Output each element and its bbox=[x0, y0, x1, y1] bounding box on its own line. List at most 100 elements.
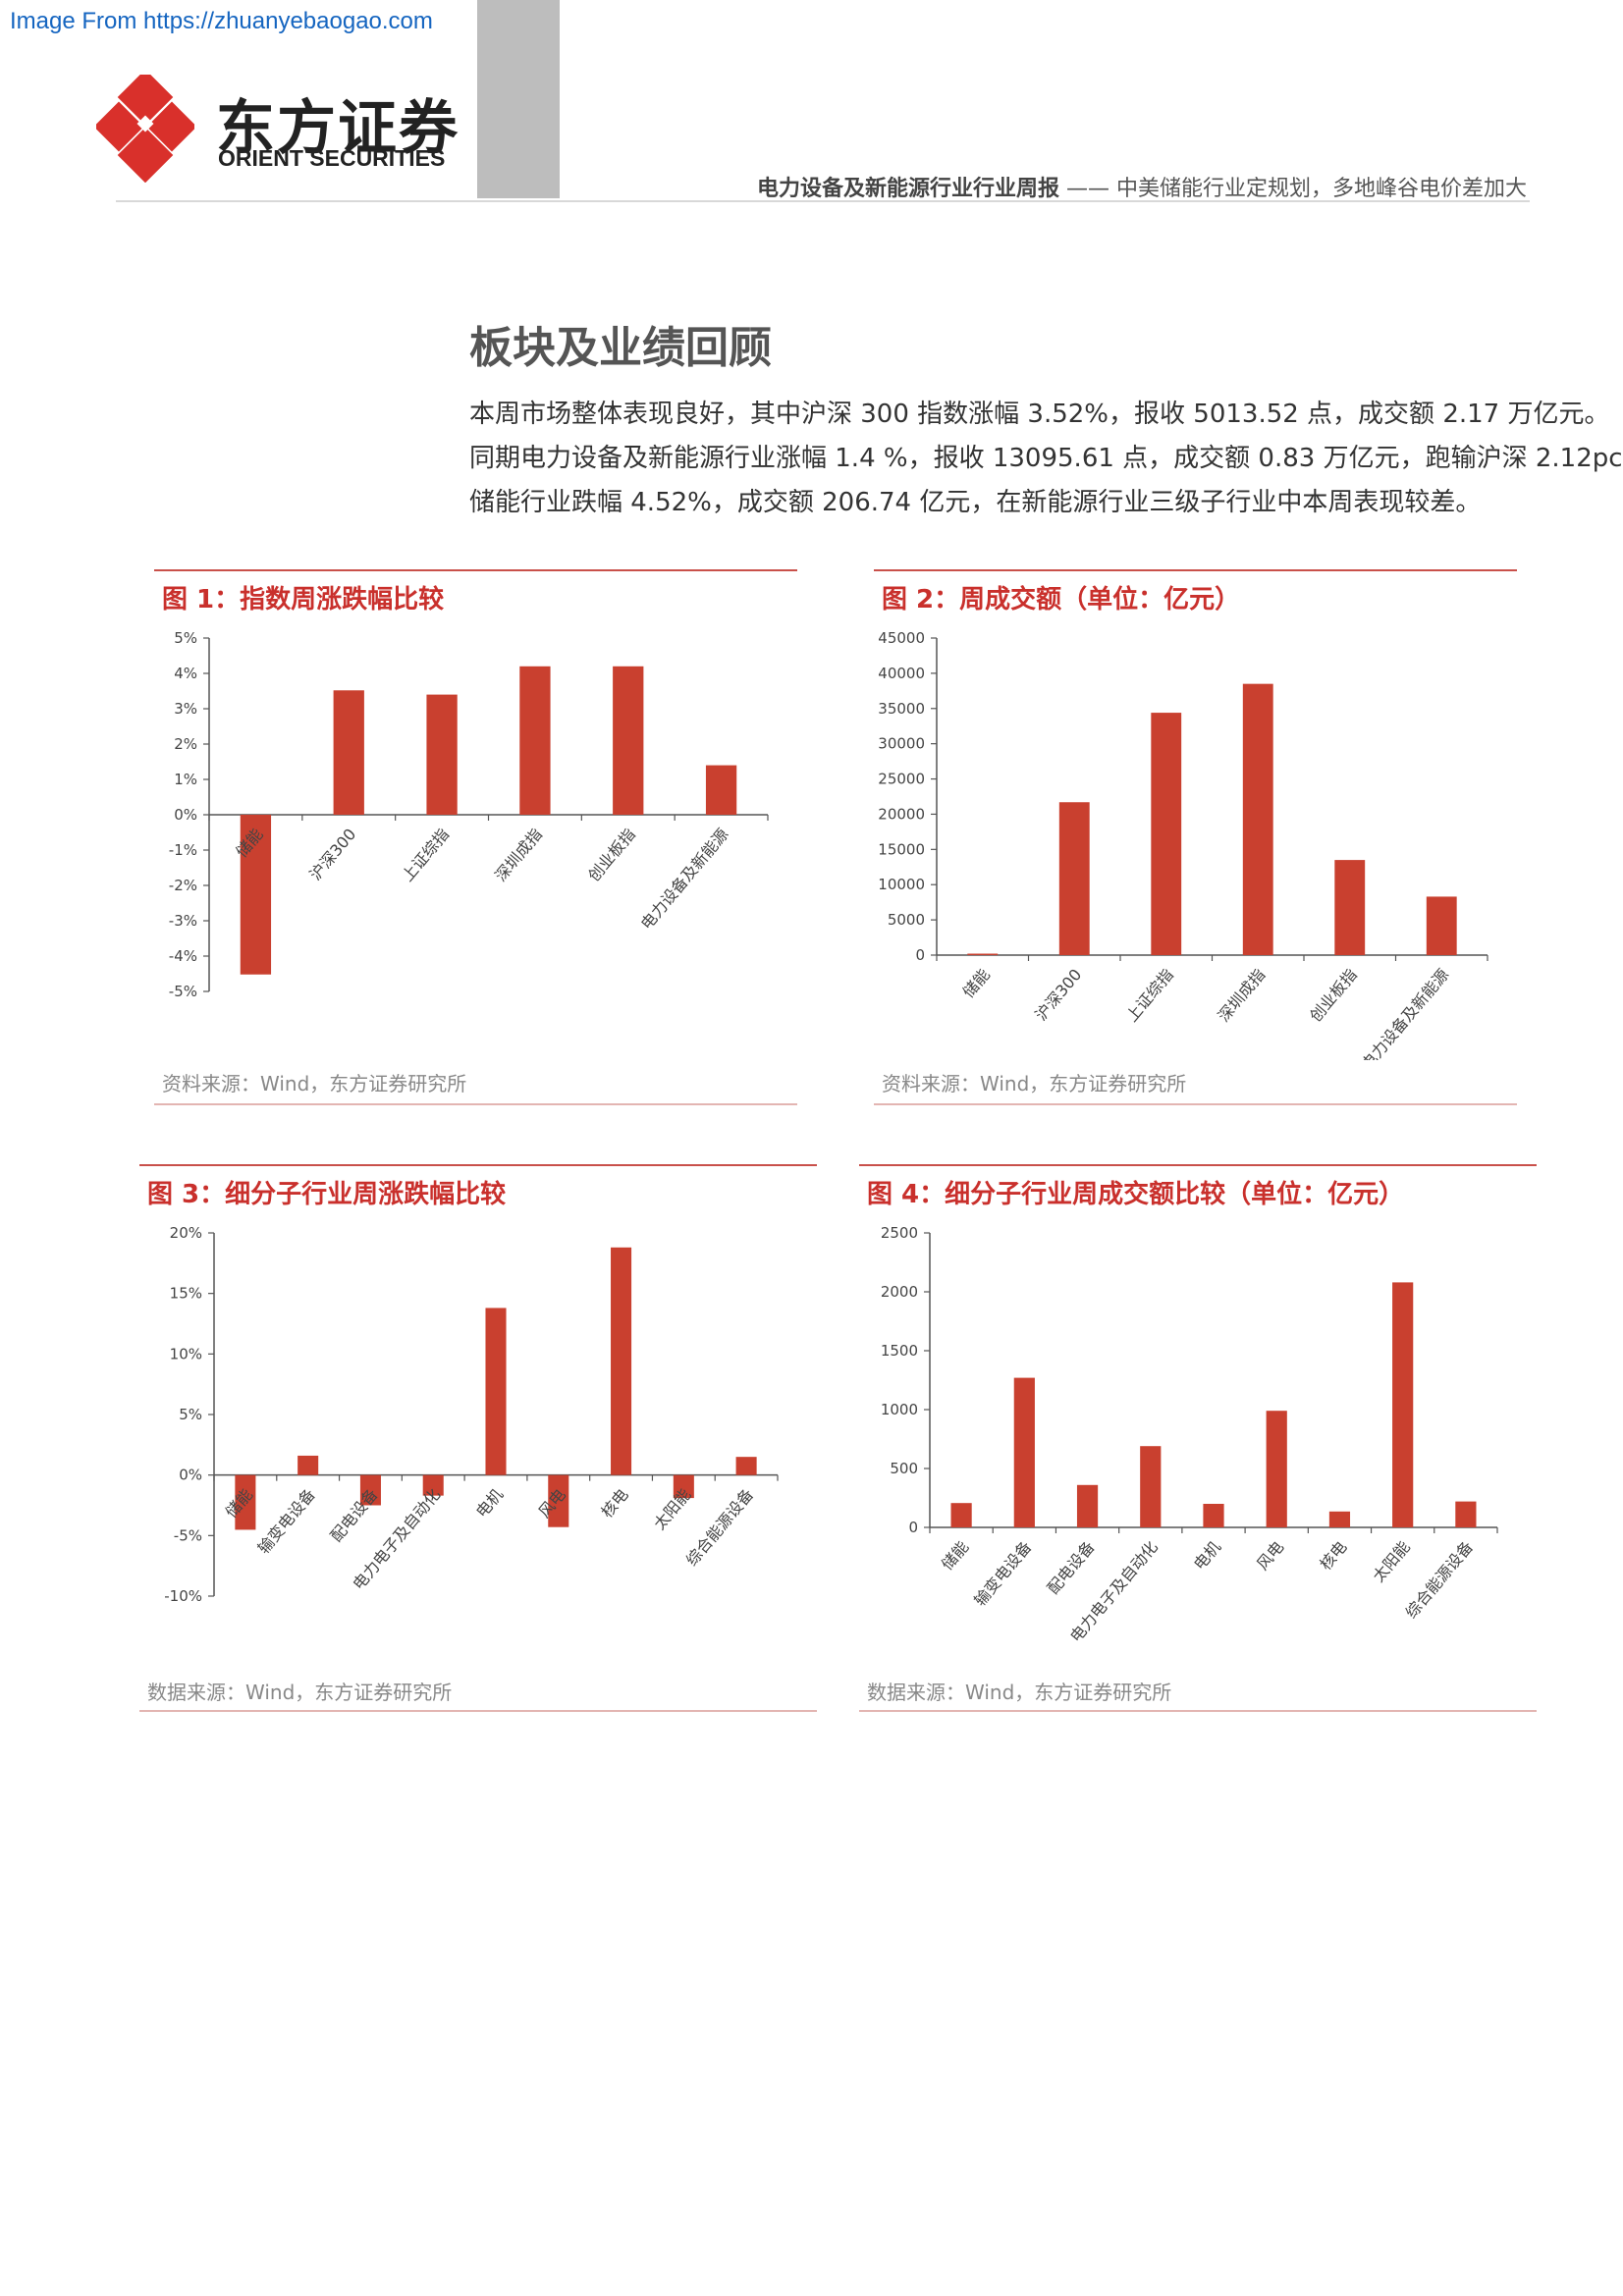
y-tick-label: 35000 bbox=[878, 700, 925, 718]
figure-source: 资料来源：Wind，东方证券研究所 bbox=[162, 1072, 467, 1095]
figure-4: 图 4：细分子行业周成交额比较（单位：亿元） 2500 2000 1500 1000 5… bbox=[859, 1164, 1537, 1714]
bar bbox=[1242, 683, 1273, 955]
figure-bottom-rule bbox=[859, 1710, 1537, 1712]
y-tick-label: 2500 bbox=[881, 1224, 918, 1242]
bar bbox=[950, 1503, 972, 1527]
y-tick-label: 0% bbox=[179, 1467, 202, 1484]
bar bbox=[705, 765, 737, 815]
report-type: 电力设备及新能源行业行业周报 bbox=[756, 177, 1059, 201]
x-category-label: 太阳能 bbox=[650, 1485, 694, 1533]
bar bbox=[1334, 860, 1366, 955]
y-tick-label: 45000 bbox=[878, 629, 925, 647]
y-tick-label: 1000 bbox=[881, 1401, 918, 1418]
bar bbox=[359, 1474, 381, 1506]
figure-title: 图 2：周成交额（单位：亿元） bbox=[882, 585, 1241, 614]
y-tick-label: 40000 bbox=[878, 665, 925, 682]
y-tick-label: -10% bbox=[164, 1587, 202, 1605]
x-category-label: 储能 bbox=[959, 965, 994, 1001]
watermark-text: Image From https://zhuanyebaogao.com bbox=[10, 8, 433, 34]
company-logo: 东方证券 ORIENT SECURITIES bbox=[96, 75, 469, 183]
y-tick-label: 3% bbox=[174, 700, 197, 718]
figure-bottom-rule bbox=[139, 1710, 817, 1712]
y-tick-label: 5% bbox=[174, 629, 197, 647]
bar bbox=[422, 1474, 444, 1496]
x-category-label: 深圳成指 bbox=[491, 825, 546, 884]
x-category-label: 输变电设备 bbox=[254, 1485, 319, 1558]
report-subtitle: 中美储能行业定规划，多地峰谷电价差加大 bbox=[1115, 177, 1527, 201]
bar bbox=[673, 1474, 694, 1499]
figure-4-chart: 25002000150010005000储能输变电设备 配电设备电力电子及自动化电… bbox=[881, 1224, 1498, 1646]
x-category-label: 电力设备及新能源 bbox=[1357, 965, 1452, 1060]
bar bbox=[613, 666, 644, 815]
y-tick-label: 15% bbox=[170, 1285, 202, 1303]
x-category-label: 太阳能 bbox=[1369, 1537, 1413, 1585]
y-tick-label: -4% bbox=[169, 947, 197, 965]
header-dash: —— bbox=[1065, 177, 1109, 201]
figure-top-rule bbox=[859, 1164, 1537, 1166]
bar bbox=[967, 953, 999, 956]
x-category-label: 配电设备 bbox=[327, 1485, 382, 1545]
figure-title: 图 1：指数周涨跌幅比较 bbox=[162, 585, 445, 614]
x-category-label: 储能 bbox=[938, 1537, 972, 1574]
bar bbox=[333, 690, 364, 815]
bar bbox=[1266, 1411, 1287, 1527]
x-category-label: 输变电设备 bbox=[970, 1537, 1035, 1610]
y-tick-label: -5% bbox=[174, 1526, 202, 1544]
bar bbox=[298, 1455, 319, 1475]
logo-english-name: ORIENT SECURITIES bbox=[218, 145, 446, 171]
x-category-label: 创业板指 bbox=[1306, 965, 1361, 1025]
figure-1: 图 1：指数周涨跌幅比较 5% 4% 3% 2% 1% 0% -1% -2% -3% -4% -5%… bbox=[154, 569, 797, 1105]
figure-source: 资料来源：Wind，东方证券研究所 bbox=[882, 1072, 1187, 1095]
x-category-label: 创业板指 bbox=[584, 825, 639, 884]
figure-2-chart: 45000 40000 35000 30000 25000 20000 15000 10000… bbox=[878, 629, 1488, 1060]
y-tick-label: 0% bbox=[174, 806, 197, 824]
figure-2: 图 2：周成交额（单位：亿元） 45000 40000 35000 30000 2500… bbox=[874, 569, 1517, 1105]
figure-bottom-rule bbox=[874, 1103, 1517, 1105]
figure-top-rule bbox=[154, 569, 797, 571]
y-tick-label: 10000 bbox=[878, 876, 925, 893]
x-category-label: 上证综指 bbox=[1122, 965, 1177, 1025]
figure-source: 数据来源：Wind，东方证券研究所 bbox=[147, 1681, 453, 1704]
bar bbox=[611, 1247, 632, 1475]
bar bbox=[519, 666, 551, 815]
section-paragraph: 本周市场整体表现良好，其中沪深 300 指数涨幅 3.52%，报收 5013.5… bbox=[469, 393, 1623, 525]
bar bbox=[1203, 1504, 1224, 1527]
x-category-label: 电机 bbox=[472, 1485, 507, 1522]
y-tick-label: 2% bbox=[174, 735, 197, 753]
y-tick-label: 500 bbox=[890, 1460, 918, 1477]
y-tick-label: 15000 bbox=[878, 840, 925, 858]
bar bbox=[1392, 1282, 1414, 1527]
bar bbox=[426, 694, 458, 815]
bar bbox=[1455, 1501, 1477, 1527]
figure-3: 图 3：细分子行业周涨跌幅比较 20% 15% 10% 5% 0% -5% -10% 储能 输变… bbox=[139, 1164, 817, 1714]
figure-title: 图 4：细分子行业周成交额比较（单位：亿元） bbox=[867, 1180, 1405, 1209]
x-category-label: 核电 bbox=[1316, 1537, 1350, 1574]
bar bbox=[1058, 802, 1090, 955]
paragraph-line: 储能行业跌幅 4.52%，成交额 206.74 亿元，在新能源行业三级子行业中本… bbox=[469, 488, 1482, 517]
y-tick-label: 2000 bbox=[881, 1283, 918, 1301]
bar bbox=[1426, 896, 1457, 955]
x-category-label: 沪深300 bbox=[1032, 965, 1086, 1024]
y-tick-label: 1% bbox=[174, 771, 197, 788]
y-tick-label: 0 bbox=[915, 946, 925, 964]
figure-top-rule bbox=[139, 1164, 817, 1166]
bar bbox=[1013, 1377, 1035, 1527]
bar bbox=[1140, 1446, 1162, 1527]
bar bbox=[735, 1457, 757, 1475]
y-tick-label: -5% bbox=[169, 983, 197, 1000]
x-category-label: 核电 bbox=[597, 1485, 631, 1522]
x-category-label: 电力设备及新能源 bbox=[637, 825, 732, 933]
x-category-label: 上证综指 bbox=[398, 825, 453, 884]
figure-3-chart: 20%15%10%5%0%-5%-10%储能输变电设备 配电设备电力电子及自动化电… bbox=[164, 1224, 779, 1605]
bar bbox=[485, 1308, 507, 1475]
y-tick-label: 1500 bbox=[881, 1342, 918, 1360]
bar bbox=[1076, 1484, 1099, 1527]
y-tick-label: -3% bbox=[169, 912, 197, 930]
y-tick-label: 0 bbox=[908, 1519, 918, 1536]
bar bbox=[240, 815, 272, 975]
y-tick-label: 20% bbox=[170, 1224, 202, 1242]
figure-top-rule bbox=[874, 569, 1517, 571]
paragraph-line: 同期电力设备及新能源行业涨幅 1.4 %，报收 13095.61 点，成交额 0… bbox=[469, 444, 1623, 473]
orient-logo-icon bbox=[96, 75, 194, 183]
bar bbox=[1151, 713, 1182, 955]
